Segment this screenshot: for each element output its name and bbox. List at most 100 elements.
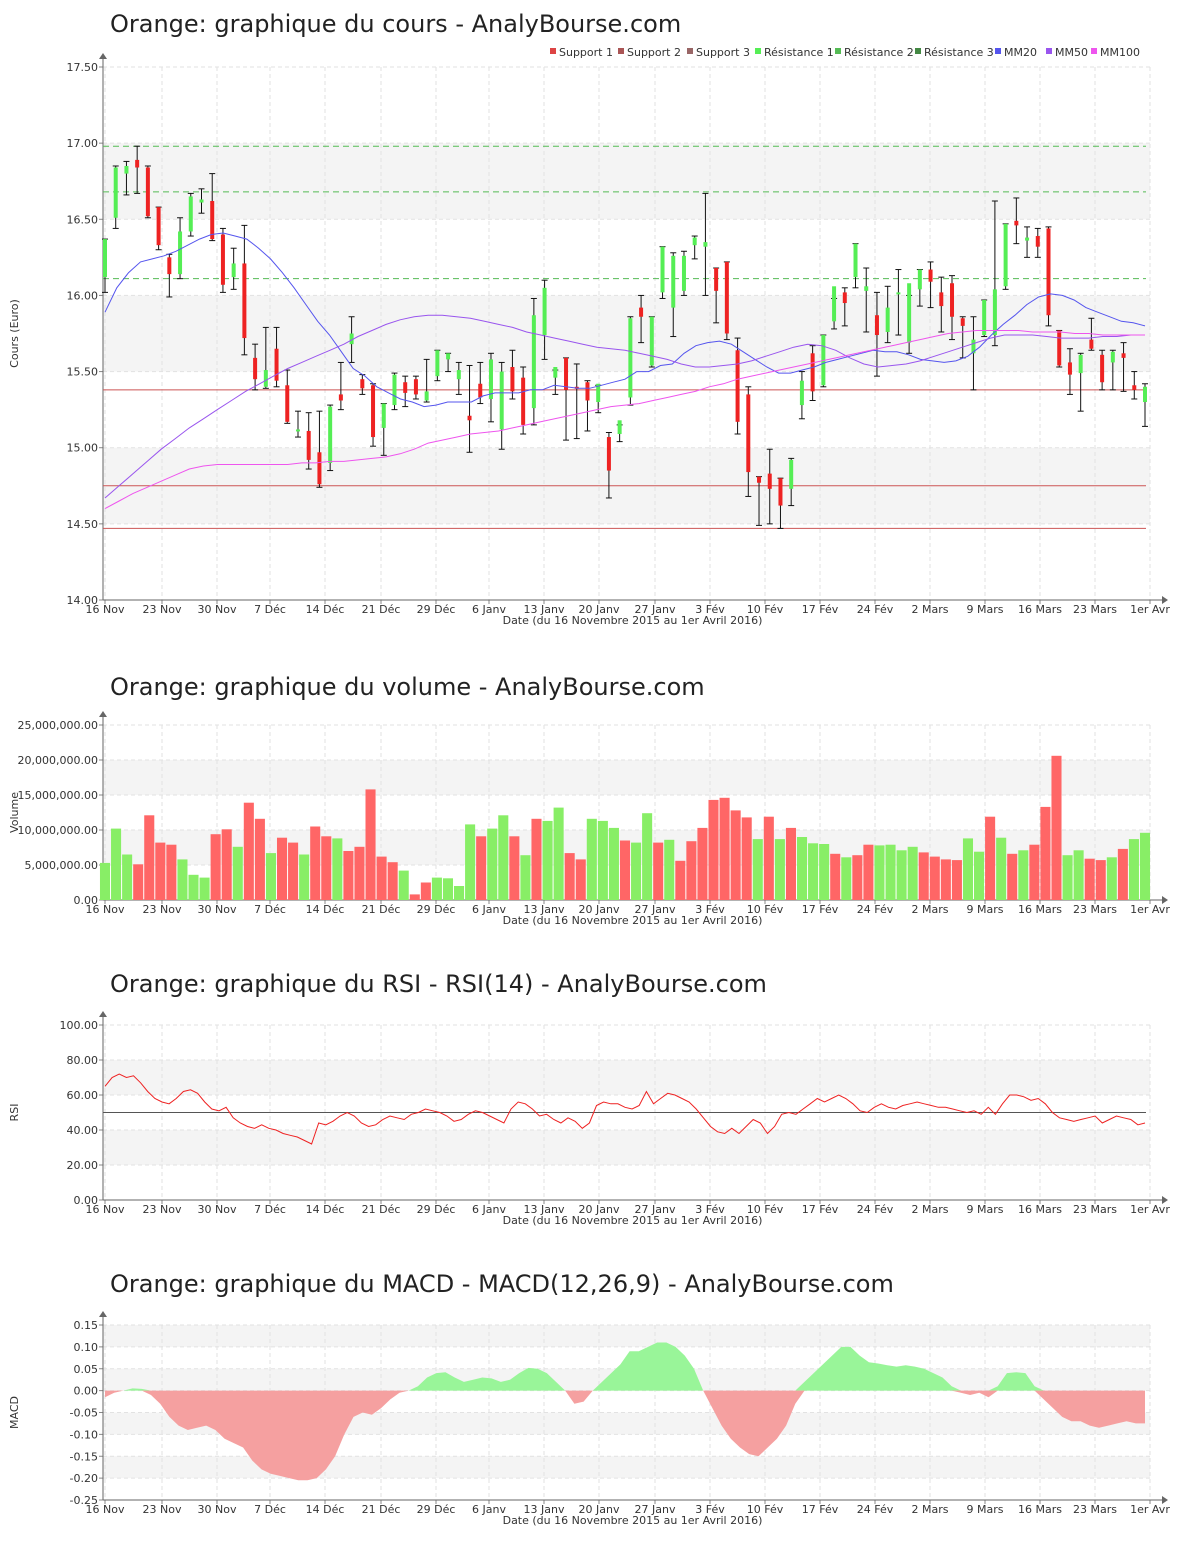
candle-body [735,350,740,422]
candle-body [907,283,912,343]
volume-bar [465,824,476,900]
volume-chart-panel: Orange: graphique du volume - AnalyBours… [0,670,1200,940]
x-tick-label: 27 Janv [635,1503,676,1516]
x-tick-label: 9 Mars [967,603,1004,616]
candle-body [928,269,933,282]
x-tick-label: 10 Fév [747,1203,784,1216]
x-tick-label: 7 Déc [254,903,286,916]
volume-bar [111,828,122,900]
volume-bar [852,855,863,900]
x-tick-label: 17 Fév [802,1203,839,1216]
candle-body [1035,236,1040,247]
candle-body [617,420,622,435]
volume-bar [642,813,653,900]
candle-body [199,199,204,203]
y-tick-label: 14.50 [67,518,99,531]
legend-entry: MM100 [1100,46,1140,59]
candle-body [585,382,590,401]
grid-band [103,1130,1150,1165]
candle-body [1057,330,1062,366]
price-chart-panel: Orange: graphique du cours - AnalyBourse… [0,0,1200,640]
candle-body [531,315,536,409]
x-tick-label: 13 Janv [524,1503,565,1516]
x-tick-label: 16 Nov [86,1203,125,1216]
grid-band [103,1325,1150,1347]
volume-bar [376,856,387,900]
candle-body [692,237,697,246]
volume-bar [542,820,553,900]
volume-bar [575,859,586,900]
volume-bar [133,864,144,900]
y-tick-label: -0.15 [70,1450,98,1463]
moving-average-mm50 [104,314,1145,499]
x-tick-label: 14 Déc [306,1503,345,1516]
legend-swatch [618,48,624,54]
x-tick-label: 21 Déc [362,603,401,616]
volume-bar [254,818,265,900]
candle-body [360,379,365,389]
y-tick-label: 15,000,000.00 [18,789,98,802]
y-tick-label: 0.00 [74,1385,99,1398]
volume-bar [409,894,420,900]
volume-bar [398,870,409,900]
x-tick-label: 21 Déc [362,1503,401,1516]
candle-body [553,367,558,378]
candle-body [435,350,440,377]
candle-body [853,243,858,278]
volume-bar [498,815,509,900]
candle-body [456,370,461,380]
candle-body [542,287,547,336]
candle-body [1046,228,1051,316]
volume-bar [830,853,841,900]
x-tick-label: 21 Déc [362,903,401,916]
volume-bar [597,820,608,900]
x-tick-label: 6 Janv [472,1503,506,1516]
candle-body [564,357,569,390]
y-tick-label: 17.00 [67,137,99,150]
candle-body [242,263,247,339]
y-tick-label: 14.00 [67,594,99,607]
legend-swatch [550,48,556,54]
candle-body [413,379,418,395]
volume-bar [608,827,619,900]
candle-body [757,476,762,483]
candle-body [392,374,397,406]
grid-band [103,1456,1150,1479]
y-tick-label: 0.00 [74,894,99,907]
x-tick-label: 3 Fév [695,903,725,916]
volume-bar [796,837,808,900]
x-axis-label: Date (du 16 Novembre 2015 au 1er Avril 2… [503,1214,763,1227]
volume-bar [808,843,819,900]
legend-swatch [915,48,921,54]
legend-swatch [1091,48,1097,54]
candle-body [671,255,676,308]
x-tick-label: 20 Janv [579,603,620,616]
x-tick-label: 6 Janv [472,603,506,616]
x-axis-label: Date (du 16 Novembre 2015 au 1er Avril 2… [503,914,763,927]
volume-bar [476,836,487,900]
volume-chart: 0.00 5,000,000.00 10,000,000.00 15,000,000.… [8,711,1170,927]
volume-bar [232,846,243,900]
x-tick-label: 1er Avr [1130,1503,1170,1516]
x-tick-label: 7 Déc [254,603,286,616]
x-tick-label: 10 Fév [747,603,784,616]
x-tick-label: 13 Janv [524,1203,565,1216]
x-tick-label: 29 Déc [417,603,456,616]
x-axis-label: Date (du 16 Novembre 2015 au 1er Avril 2… [503,614,763,627]
x-tick-label: 30 Nov [198,903,237,916]
candle-body [124,165,129,174]
volume-bar [442,878,454,900]
x-tick-label: 2 Mars [912,1503,949,1516]
volume-bar [619,840,631,900]
legend-entry: Support 1 [559,46,613,59]
y-tick-label: 80.00 [67,1054,99,1067]
candle-body [306,430,311,460]
macd-positive-area [105,1342,1145,1391]
candle-body [724,261,729,334]
candle-body [145,167,150,217]
macd-chart: -0.25 -0.20 -0.15 -0.10 -0.05 0.00 0.05 0.10 0.1… [8,1311,1170,1527]
x-tick-label: 30 Nov [198,1203,237,1216]
rsi-chart: 0.00 20.00 40.00 60.00 80.00 100.00 16 Nov 23 N… [8,1011,1170,1227]
volume-bar [1139,832,1151,900]
candle-body [488,359,493,399]
